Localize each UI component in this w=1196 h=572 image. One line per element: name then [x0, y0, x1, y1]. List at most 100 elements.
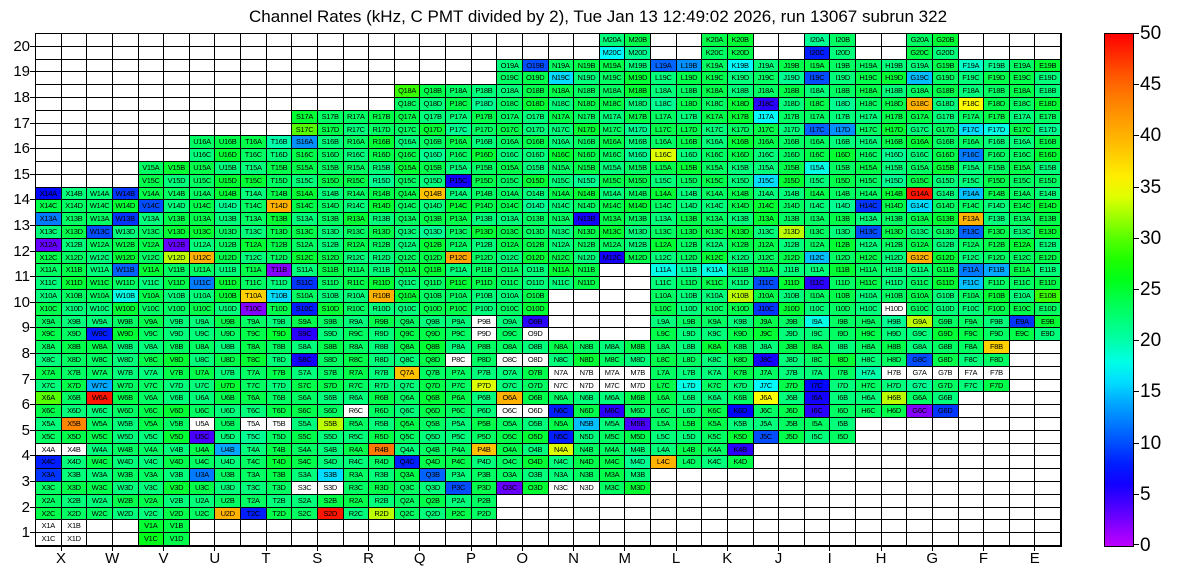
channel-cell: F11A — [958, 264, 985, 278]
channel-cell: U8C — [189, 354, 216, 367]
x-tick — [624, 546, 626, 551]
channel-cell: O3A — [497, 469, 523, 482]
empty-cell — [856, 34, 882, 47]
empty-cell — [625, 264, 651, 278]
channel-cell: P13A — [446, 213, 472, 226]
empty-cell — [420, 59, 446, 73]
channel-cell: K14C — [702, 200, 728, 214]
empty-cell — [676, 507, 703, 521]
channel-cell: L16C — [651, 149, 677, 162]
y-tick-label: 19 — [13, 63, 30, 81]
channel-cell: K15A — [702, 162, 728, 175]
channel-cell: H7A — [856, 366, 882, 380]
empty-cell — [292, 85, 318, 98]
channel-cell: J10C — [753, 302, 780, 316]
channel-cell: R17B — [369, 110, 395, 124]
empty-cell — [958, 443, 985, 457]
channel-cell: F18D — [984, 98, 1010, 111]
channel-cell: I14B — [830, 187, 856, 201]
channel-cell: L9D — [676, 328, 703, 342]
channel-cell: S17B — [317, 110, 344, 124]
channel-cell: J14D — [779, 200, 805, 214]
channel-cell: K19C — [702, 72, 728, 86]
channel-cell: V2C — [138, 507, 165, 521]
empty-cell — [984, 418, 1010, 431]
channel-cell: E13A — [1009, 213, 1036, 226]
channel-cell: I5D — [830, 430, 856, 444]
channel-cell: R11A — [343, 264, 370, 278]
empty-cell — [138, 149, 165, 162]
channel-cell: L15C — [651, 174, 677, 188]
channel-cell: J18A — [753, 85, 780, 98]
channel-cell: O8C — [497, 354, 523, 367]
channel-cell: N5A — [548, 418, 575, 431]
channel-cell: K20C — [702, 46, 728, 60]
channel-cell: Q3D — [420, 482, 446, 495]
empty-cell — [984, 456, 1010, 470]
channel-cell: J7B — [779, 366, 805, 380]
channel-cell: G17B — [932, 110, 959, 124]
empty-cell — [164, 85, 190, 98]
channel-cell: K13C — [702, 226, 728, 239]
channel-cell: M5C — [599, 430, 626, 444]
empty-cell — [830, 533, 856, 546]
channel-cell: S8A — [292, 341, 318, 354]
channel-cell: R5B — [369, 418, 395, 431]
channel-cell: V4A — [138, 443, 165, 457]
channel-cell: M18B — [625, 85, 651, 98]
channel-cell: X12C — [36, 251, 62, 265]
channel-cell: O12B — [522, 238, 549, 252]
channel-cell: R12B — [369, 238, 395, 252]
channel-cell: X6C — [36, 405, 62, 418]
x-tick — [1034, 546, 1036, 551]
channel-cell: J6A — [753, 392, 780, 406]
channel-cell: S7C — [292, 379, 318, 393]
channel-cell: K17C — [702, 123, 728, 137]
empty-cell — [958, 482, 985, 495]
empty-cell — [548, 46, 575, 60]
channel-cell: I17D — [830, 123, 856, 137]
empty-cell — [676, 533, 703, 546]
channel-cell: W7B — [112, 366, 139, 380]
channel-cell: J8A — [753, 341, 780, 354]
empty-cell — [727, 494, 754, 508]
channel-cell: G15C — [907, 174, 933, 188]
channel-cell: E15D — [1035, 174, 1061, 188]
channel-cell: E10D — [1035, 302, 1061, 316]
channel-cell: U5B — [215, 418, 241, 431]
channel-cell: P10B — [471, 290, 498, 303]
empty-cell — [881, 520, 908, 534]
channel-cell: L4A — [651, 443, 677, 457]
empty-cell — [1009, 430, 1036, 444]
empty-cell — [420, 72, 446, 86]
channel-cell: W8B — [112, 341, 139, 354]
empty-cell — [1009, 379, 1036, 393]
channel-cell: E14D — [1035, 200, 1061, 214]
channel-cell: H12B — [881, 238, 908, 252]
empty-cell — [394, 34, 421, 47]
empty-cell — [1009, 405, 1036, 418]
channel-cell: U14C — [189, 200, 216, 214]
channel-cell: N17A — [548, 110, 575, 124]
channel-cell: I14A — [804, 187, 831, 201]
empty-cell — [574, 34, 600, 47]
empty-cell — [984, 34, 1010, 47]
channel-cell: R2C — [343, 507, 370, 521]
channel-cell: V14A — [138, 187, 165, 201]
empty-cell — [958, 469, 985, 482]
colorbar-tick — [1133, 289, 1139, 290]
channel-cell: U2A — [189, 494, 216, 508]
channel-cell: M17C — [599, 123, 626, 137]
channel-cell: H17A — [856, 110, 882, 124]
channel-cell: W14D — [112, 200, 139, 214]
channel-cell: L14C — [651, 200, 677, 214]
channel-cell: F10A — [958, 290, 985, 303]
channel-cell: G17D — [932, 123, 959, 137]
x-tick-label: S — [312, 550, 323, 567]
channel-cell: N8C — [548, 354, 575, 367]
channel-cell: Q10D — [420, 302, 446, 316]
channel-cell: F7B — [984, 366, 1010, 380]
channel-cell: X10C — [36, 302, 62, 316]
empty-cell — [189, 520, 216, 534]
channel-cell: G14B — [932, 187, 959, 201]
